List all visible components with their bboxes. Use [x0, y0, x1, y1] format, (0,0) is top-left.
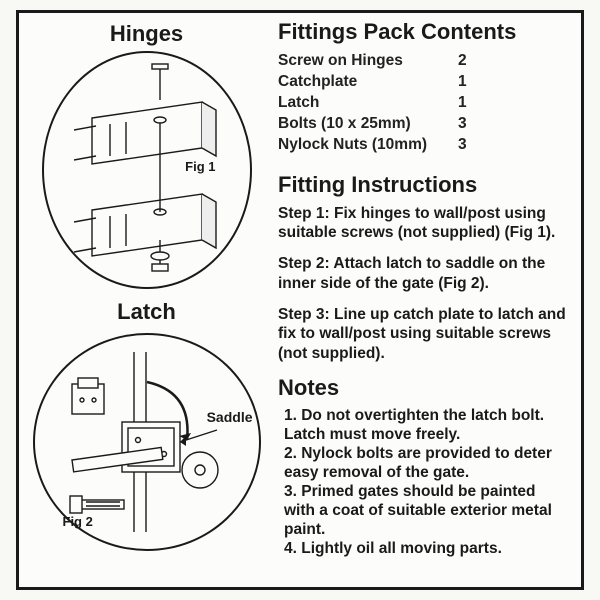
latch-drawing-icon	[42, 342, 252, 542]
item-name: Bolts (10 x 25mm)	[278, 114, 458, 135]
instruction-sheet: Hinges	[16, 10, 584, 590]
latch-title: Latch	[117, 299, 176, 325]
fig2-label: Fig 2	[63, 514, 93, 529]
note-1: 1. Do not overtighten the latch bolt. La…	[278, 407, 567, 445]
contents-row: Latch1	[278, 93, 567, 114]
item-qty: 1	[458, 93, 488, 114]
hinges-diagram: Fig 1	[42, 51, 252, 289]
contents-row: Nylock Nuts (10mm)3	[278, 135, 567, 156]
item-name: Nylock Nuts (10mm)	[278, 135, 458, 156]
contents-row: Screw on Hinges2	[278, 51, 567, 72]
item-name: Latch	[278, 93, 458, 114]
step-1: Step 1: Fix hinges to wall/post using su…	[278, 204, 567, 243]
item-name: Catchplate	[278, 72, 458, 93]
contents-row: Catchplate1	[278, 72, 567, 93]
latch-diagram: Saddle Fig 2	[33, 333, 261, 551]
notes-heading: Notes	[278, 375, 567, 401]
item-qty: 3	[458, 135, 488, 156]
step-label: Step 2:	[278, 255, 330, 272]
fig1-label: Fig 1	[185, 159, 215, 174]
saddle-callout: Saddle	[207, 409, 253, 425]
instructions-heading: Fitting Instructions	[278, 172, 567, 198]
step-2: Step 2: Attach latch to saddle on the in…	[278, 254, 567, 293]
step-label: Step 3:	[278, 306, 330, 323]
diagram-column: Hinges	[19, 13, 274, 587]
step-3: Step 3: Line up catch plate to latch and…	[278, 305, 567, 363]
item-name: Screw on Hinges	[278, 51, 458, 72]
hinges-title: Hinges	[110, 21, 183, 47]
contents-heading: Fittings Pack Contents	[278, 19, 567, 45]
note-3: 3. Primed gates should be painted with a…	[278, 483, 567, 540]
contents-list: Screw on Hinges2 Catchplate1 Latch1 Bolt…	[278, 51, 567, 156]
item-qty: 1	[458, 72, 488, 93]
contents-row: Bolts (10 x 25mm)3	[278, 114, 567, 135]
item-qty: 3	[458, 114, 488, 135]
text-column: Fittings Pack Contents Screw on Hinges2 …	[274, 13, 581, 587]
note-2: 2. Nylock bolts are provided to deter ea…	[278, 445, 567, 483]
note-4: 4. Lightly oil all moving parts.	[278, 540, 567, 559]
item-qty: 2	[458, 51, 488, 72]
step-label: Step 1:	[278, 205, 330, 222]
